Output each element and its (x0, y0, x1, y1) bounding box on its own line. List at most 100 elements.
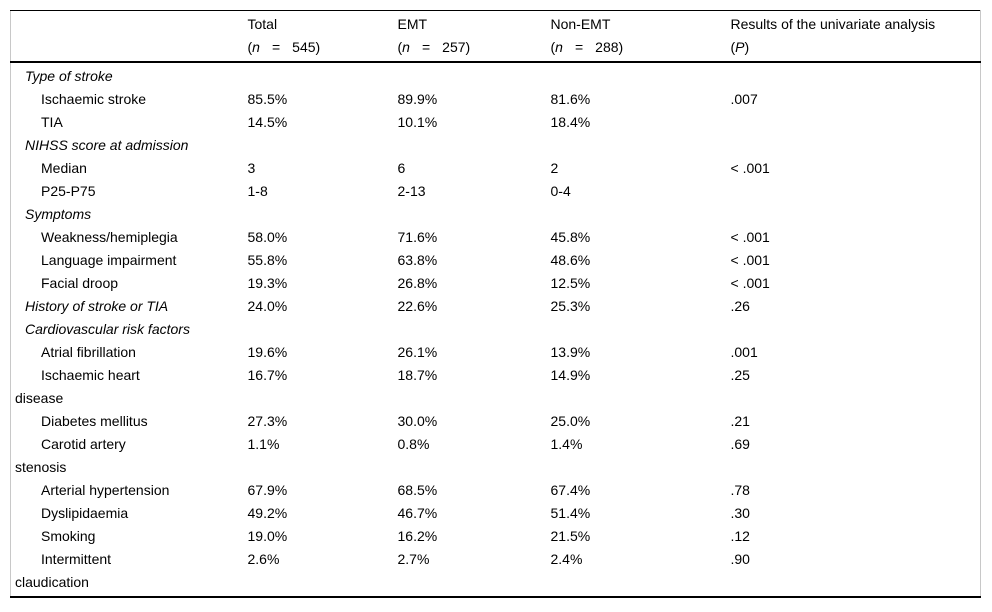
total-value: 1-8 (247, 183, 268, 199)
nonemt-value: 18.4% (550, 114, 591, 130)
emt-value: 46.7% (397, 505, 438, 521)
header-col-nonemt: Non-EMT (n = 288) (546, 10, 727, 63)
p-value (727, 62, 981, 88)
header-col-label: EMT (397, 16, 428, 32)
p-value: .78 (730, 482, 750, 498)
row-label: Facial droop (41, 275, 119, 291)
total-value: 1.1% (247, 436, 280, 452)
baseline-characteristics-table: Total (n = 545) EMT (n = 257) Non-EMT (n = 288… (10, 10, 981, 598)
header-col-label: Results of the univariate analysis (730, 16, 936, 32)
row-label: Symptoms (25, 206, 92, 222)
total-value (244, 62, 394, 88)
emt-value: 26.1% (397, 344, 438, 360)
p-value: .007 (730, 91, 758, 107)
total-value: 27.3% (247, 413, 288, 429)
n-count: 257 (442, 39, 466, 55)
n-count: 545 (292, 39, 316, 55)
total-value: 49.2% (247, 505, 288, 521)
table-row: Cardiovascular risk factors (11, 318, 981, 341)
table-row: Carotid artery stenosis 1.1% 0.8% 1.4% .69 (11, 433, 981, 479)
nonemt-value (547, 62, 727, 88)
emt-value: 71.6% (397, 229, 438, 245)
table-body: Type of stroke Ischaemic stroke 85.5% 89.9%… (11, 62, 981, 597)
emt-value (394, 62, 547, 88)
total-value: 58.0% (247, 229, 288, 245)
row-label: Ischaemic heart disease (15, 367, 140, 406)
p-value: .25 (730, 367, 750, 383)
p-value: < .001 (730, 160, 770, 176)
row-label: Diabetes mellitus (41, 413, 148, 429)
emt-value: 16.2% (397, 528, 438, 544)
total-value: 55.8% (247, 252, 288, 268)
n-symbol: n (555, 39, 563, 55)
nonemt-value: 12.5% (550, 275, 591, 291)
total-value: 19.3% (247, 275, 288, 291)
nonemt-value (547, 203, 727, 226)
total-value: 16.7% (247, 367, 288, 383)
nonemt-value: 2 (550, 160, 559, 176)
emt-value: 89.9% (397, 91, 438, 107)
emt-value (394, 134, 547, 157)
row-label: NIHSS score at admission (25, 137, 189, 153)
table-row: Type of stroke (11, 62, 981, 88)
total-value (244, 134, 394, 157)
emt-value (394, 203, 547, 226)
header-col-label: Total (247, 16, 278, 32)
table-row: Weakness/hemiplegia 58.0% 71.6% 45.8% < .001 (11, 226, 981, 249)
nonemt-value: 25.3% (550, 298, 591, 314)
table-row: Ischaemic heart disease 16.7% 18.7% 14.9% .2… (11, 364, 981, 410)
nonemt-value (547, 134, 727, 157)
row-label: Carotid artery stenosis (15, 436, 126, 475)
row-label: Median (41, 160, 87, 176)
p-value: .30 (730, 505, 750, 521)
table-row: Smoking 19.0% 16.2% 21.5% .12 (11, 525, 981, 548)
equals-sign: = (421, 39, 431, 55)
p-value: < .001 (730, 275, 770, 291)
table-row: TIA 14.5% 10.1% 18.4% (11, 111, 981, 134)
emt-value: 6 (397, 160, 406, 176)
row-label: Intermittent claudication (15, 551, 112, 590)
total-value (244, 203, 394, 226)
row-label: Cardiovascular risk factors (25, 321, 190, 337)
nonemt-value: 67.4% (550, 482, 591, 498)
row-label: Weakness/hemiplegia (41, 229, 178, 245)
nonemt-value: 0-4 (550, 183, 571, 199)
emt-value: 26.8% (397, 275, 438, 291)
table-row: Arterial hypertension 67.9% 68.5% 67.4% .78 (11, 479, 981, 502)
header-col-emt: EMT (n = 257) (393, 10, 547, 63)
row-label: Type of stroke (25, 68, 113, 84)
row-label: Atrial fibrillation (41, 344, 136, 360)
table-row: Dyslipidaemia 49.2% 46.7% 51.4% .30 (11, 502, 981, 525)
table-row: NIHSS score at admission (11, 134, 981, 157)
header-col-p: Results of the univariate analysis (P) (726, 10, 981, 63)
nonemt-value: 48.6% (550, 252, 591, 268)
equals-sign: = (271, 39, 281, 55)
nonemt-value: 25.0% (550, 413, 591, 429)
total-value: 85.5% (247, 91, 288, 107)
p-value: .001 (730, 344, 758, 360)
emt-value: 18.7% (397, 367, 438, 383)
nonemt-value: 13.9% (550, 344, 591, 360)
total-value: 19.6% (247, 344, 288, 360)
p-value: < .001 (730, 229, 770, 245)
n-symbol: n (252, 39, 260, 55)
total-value: 2.6% (247, 551, 280, 567)
total-value: 19.0% (247, 528, 288, 544)
header-col-label: Non-EMT (550, 16, 611, 32)
table-row: P25-P75 1-8 2-13 0-4 (11, 180, 981, 203)
header-p-line: (P) (730, 39, 750, 55)
nonemt-value: 45.8% (550, 229, 591, 245)
nonemt-value: 2.4% (550, 551, 583, 567)
row-label: TIA (41, 114, 63, 130)
table-row: History of stroke or TIA 24.0% 22.6% 25.3%.… (11, 295, 981, 318)
p-value (727, 134, 981, 157)
n-symbol: n (402, 39, 410, 55)
header-col-empty (10, 10, 244, 63)
nonemt-value (547, 318, 727, 341)
equals-sign: = (574, 39, 584, 55)
n-count: 288 (595, 39, 619, 55)
emt-value: 63.8% (397, 252, 438, 268)
p-value: .26 (730, 298, 750, 314)
header-col-total: Total (n = 545) (243, 10, 394, 63)
